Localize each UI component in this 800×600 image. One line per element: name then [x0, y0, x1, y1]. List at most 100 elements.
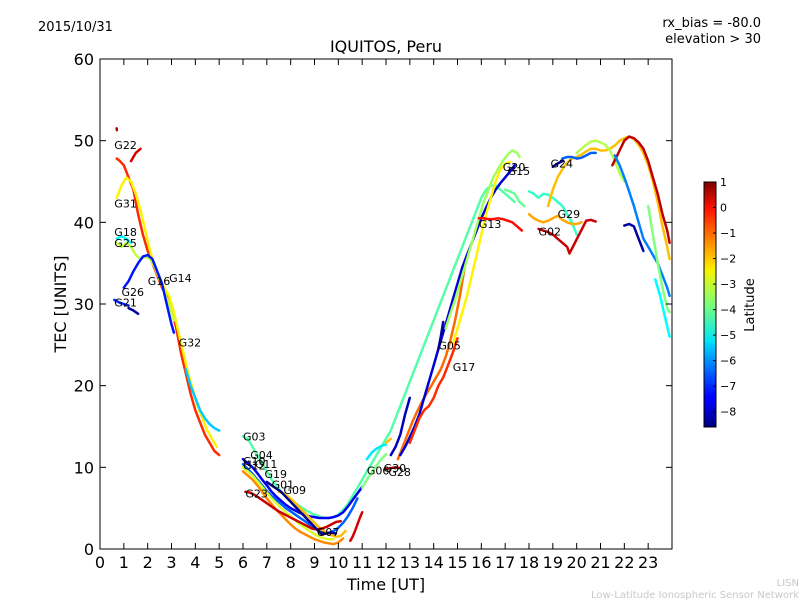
- satellite-track: [437, 320, 445, 351]
- satellite-track: [115, 176, 219, 449]
- satellite-track: [384, 437, 393, 445]
- satellite-label: G15: [508, 165, 531, 178]
- x-tick-label: 0: [95, 553, 105, 572]
- satellite-label: G18: [114, 226, 137, 239]
- satellite-track: [384, 466, 402, 471]
- y-axis: 0 10 20 30 40 50 60: [74, 50, 672, 559]
- x-axis-label: Time [UT]: [346, 575, 425, 594]
- satellite-label: G07: [317, 526, 340, 539]
- satellite-track: [396, 266, 466, 461]
- satellite-track: [623, 222, 645, 253]
- x-tick-label: 11: [352, 553, 372, 572]
- x-tick-label: 22: [614, 553, 634, 572]
- x-tick-label: 8: [286, 553, 296, 572]
- satellite-label: G20: [503, 161, 526, 174]
- x-tick-label: 4: [190, 553, 200, 572]
- satellite-track: [184, 368, 221, 432]
- colorbar-tick-label: −5: [720, 329, 736, 342]
- satellite-label: G23: [245, 488, 268, 501]
- satellite-label: G16: [148, 275, 171, 288]
- satellite-track: [365, 443, 388, 461]
- y-tick-label: 50: [74, 132, 94, 151]
- satellite-track: [399, 163, 516, 457]
- x-tick-label: 17: [495, 553, 515, 572]
- satellite-track: [551, 159, 564, 169]
- x-axis: 0 1 2 3 4 5 6 7 8 9 10 11 12 13 14 15 16 17 18 19 20 21 22 23: [95, 59, 658, 572]
- satellite-track: [113, 298, 130, 307]
- satellite-track: [129, 147, 142, 163]
- satellite-label: G11: [255, 458, 278, 471]
- satellite-track: [654, 278, 671, 338]
- x-tick-label: 1: [119, 553, 129, 572]
- y-axis-label: TEC [UNITS]: [51, 256, 70, 354]
- satellite-label: G14: [169, 272, 192, 285]
- satellite-label: G03: [243, 430, 266, 443]
- satellite-label: G28: [388, 466, 411, 479]
- data-layer: [113, 127, 671, 546]
- chart-title: IQUITOS, Peru: [330, 37, 442, 56]
- x-tick-label: 7: [262, 553, 272, 572]
- satellite-track: [360, 453, 388, 490]
- x-tick-label: 10: [328, 553, 348, 572]
- satellite-track: [646, 204, 671, 314]
- colorbar-tick-label: 1: [720, 176, 727, 189]
- satellite-label: G01: [272, 479, 295, 492]
- footer-org: LISN: [777, 578, 799, 589]
- elevation-label: elevation > 30: [665, 32, 761, 47]
- satellite-label: G30: [384, 462, 407, 475]
- x-tick-label: 18: [519, 553, 539, 572]
- y-tick-label: 0: [84, 540, 94, 559]
- satellite-label: G10: [243, 455, 266, 468]
- satellite-label: G09: [284, 484, 307, 497]
- satellite-label: G19: [265, 468, 288, 481]
- satellite-label: G32: [179, 336, 202, 349]
- satellite-label: G17: [453, 361, 476, 374]
- satellite-label: G29: [558, 208, 581, 221]
- colorbar-label: Latitude: [743, 278, 758, 332]
- satellite-label: G21: [114, 296, 137, 309]
- x-tick-label: 20: [566, 553, 586, 572]
- satellite-track: [527, 212, 583, 226]
- satellite-label: G02: [539, 225, 562, 238]
- satellite-track: [408, 337, 459, 445]
- colorbar-tick-label: −2: [720, 253, 736, 266]
- satellite-track: [241, 470, 345, 546]
- satellite-label: G24: [551, 158, 574, 171]
- y-tick-label: 10: [74, 458, 94, 477]
- satellite-track: [477, 217, 524, 232]
- y-tick-label: 60: [74, 50, 94, 69]
- y-tick-label: 20: [74, 377, 94, 396]
- colorbar-tick-label: −7: [720, 380, 736, 393]
- x-tick-label: 2: [143, 553, 153, 572]
- x-tick-label: 23: [638, 553, 658, 572]
- satellite-labels: G22G31G18G25G26G21G16G14G32G03G04G10G12G…: [114, 139, 580, 539]
- colorbar-tick-label: 0: [720, 202, 727, 215]
- satellite-track: [537, 218, 597, 255]
- satellite-label: G25: [114, 237, 137, 250]
- x-tick-label: 13: [400, 553, 420, 572]
- x-tick-label: 14: [423, 553, 443, 572]
- rx-bias-label: rx_bias = -80.0: [662, 16, 761, 31]
- satellite-track: [349, 511, 364, 543]
- colorbar-tick-label: −4: [720, 304, 736, 317]
- satellite-track: [451, 160, 512, 347]
- colorbar: [703, 181, 717, 428]
- satellite-label: G26: [122, 286, 145, 299]
- y-tick-label: 40: [74, 213, 94, 232]
- satellite-track: [546, 135, 671, 261]
- x-tick-label: 12: [376, 553, 396, 572]
- y-tick-label: 30: [74, 295, 94, 314]
- x-tick-label: 21: [590, 553, 610, 572]
- satellite-track: [444, 149, 521, 330]
- satellite-track: [277, 490, 347, 539]
- satellite-track: [561, 151, 597, 160]
- satellite-label: G22: [114, 139, 137, 152]
- x-tick-label: 6: [238, 553, 248, 572]
- satellite-track: [575, 139, 626, 183]
- satellite-label: G06: [367, 465, 390, 478]
- x-tick-label: 16: [471, 553, 491, 572]
- x-tick-label: 19: [543, 553, 563, 572]
- satellite-track: [244, 490, 342, 531]
- colorbar-tick-label: −1: [720, 227, 736, 240]
